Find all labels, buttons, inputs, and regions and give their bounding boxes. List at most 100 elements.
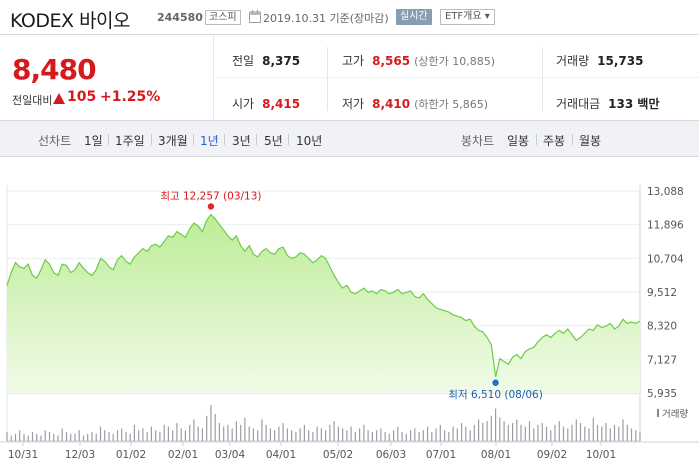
volume-bar <box>87 433 89 441</box>
volume-bar <box>528 421 531 441</box>
divider <box>256 134 257 145</box>
volume-bar <box>40 435 42 441</box>
volume-bar <box>507 424 509 441</box>
volume-bar <box>159 432 161 441</box>
volume-bar <box>282 423 284 441</box>
x-tick-label: 01/02 <box>116 449 146 461</box>
volume-bar <box>418 432 420 441</box>
volume-bar <box>291 430 293 441</box>
volume-bar <box>316 426 318 441</box>
volume-bar <box>223 426 225 441</box>
volume-bar <box>201 428 203 441</box>
volume-bar <box>218 423 220 441</box>
stat-high: 고가 8,565 (상한가 10,885) <box>342 52 495 69</box>
candle-tab-weekly[interactable]: 주봉 <box>543 134 566 148</box>
price-chart[interactable]: 13,088 11,896 10,704 9,512 8,320 7,127 5,935 1… <box>0 157 699 467</box>
divider <box>193 134 194 145</box>
volume-legend-label: 거래량 <box>662 408 688 420</box>
volume-bar <box>452 426 454 441</box>
volume-bar <box>495 408 497 441</box>
volume-bar <box>388 433 390 441</box>
stat-value: 15,735 <box>597 54 644 68</box>
price-summary: 8,480 전일대비 105 +1.25% <box>0 35 214 120</box>
x-tick-label: 06/03 <box>376 449 406 461</box>
period-tab-10y[interactable]: 10년 <box>296 134 323 148</box>
etf-overview-button[interactable]: ETF개요 ▾ <box>440 9 495 25</box>
x-tick-label: 10/31 <box>8 449 38 461</box>
candle-chart-label: 봉차트 <box>461 134 495 148</box>
divider <box>224 134 225 145</box>
volume-bar <box>248 426 250 441</box>
volume-bar <box>163 424 165 441</box>
x-tick-label: 08/01 <box>481 449 511 461</box>
volume-bar <box>142 428 144 441</box>
volume-bar <box>524 426 526 441</box>
volume-bar <box>342 428 344 441</box>
volume-bar <box>465 426 467 441</box>
low-price-annotation: 최저 6,510 (08/06) <box>448 389 543 401</box>
volume-bar <box>359 428 361 441</box>
volume-legend-icon <box>657 409 659 417</box>
stat-label: 전일 <box>232 54 255 68</box>
volume-bar <box>490 415 492 441</box>
volume-bar <box>295 432 297 441</box>
x-axis-labels: 10/31 12/03 01/02 02/01 03/04 04/01 05/02 06/03… <box>8 442 616 461</box>
volume-bar <box>596 424 599 441</box>
volume-bar <box>456 428 458 441</box>
volume-bar <box>286 428 288 441</box>
volume-bar <box>278 426 280 441</box>
volume-bar <box>265 424 267 441</box>
upper-limit: (상한가 10,885) <box>414 55 495 68</box>
candle-tab-monthly[interactable]: 월봉 <box>579 134 602 148</box>
period-tab-1y[interactable]: 1년 <box>200 134 219 148</box>
volume-bar <box>125 432 127 441</box>
volume-bar <box>108 432 110 441</box>
volume-bar <box>227 424 229 441</box>
volume-bar <box>53 433 55 441</box>
period-tab-5y[interactable]: 5년 <box>264 134 283 148</box>
volume-bar <box>155 430 157 441</box>
volume-bar <box>252 428 254 441</box>
volume-bar <box>261 419 263 441</box>
volume-bar <box>461 423 463 441</box>
volume-bar <box>206 415 208 441</box>
volume-bar <box>384 432 386 441</box>
period-tab-1d[interactable]: 1일 <box>84 134 103 148</box>
volume-bar <box>541 423 543 441</box>
volume-bar <box>133 424 135 441</box>
volume-bar <box>567 428 569 441</box>
volume-bar <box>609 428 611 441</box>
volume-bar <box>354 432 356 441</box>
period-tab-3m[interactable]: 3개월 <box>158 134 188 148</box>
price-line <box>6 213 641 377</box>
market-badge: 코스피 <box>205 10 241 25</box>
period-tab-1w[interactable]: 1주일 <box>115 134 145 148</box>
volume-bar <box>520 424 522 441</box>
volume-bar <box>613 424 616 441</box>
volume-bar <box>308 430 310 441</box>
volume-bar <box>588 428 590 441</box>
volume-bar <box>626 424 628 441</box>
volume-bar <box>129 433 131 441</box>
volume-bar <box>189 424 191 441</box>
volume-bar <box>91 432 93 441</box>
volume-bar <box>427 426 429 441</box>
volume-bar <box>397 426 399 441</box>
stat-value: 133 백만 <box>608 97 660 111</box>
volume-bar <box>635 430 637 441</box>
current-price: 8,480 <box>12 53 97 86</box>
volume-bar <box>630 428 633 441</box>
stock-name: KODEX 바이오 <box>10 10 131 32</box>
y-tick-label: 5,935 <box>647 388 677 400</box>
volume-bar <box>444 430 446 441</box>
realtime-button[interactable]: 실시간 <box>396 9 432 25</box>
period-tab-3y[interactable]: 3년 <box>232 134 251 148</box>
stat-value: 8,415 <box>262 97 301 111</box>
volume-bar <box>320 428 322 441</box>
volume-bar <box>333 421 335 441</box>
x-tick-label: 03/04 <box>215 449 246 461</box>
price-stats: 전일 8,375 시가 8,415 고가 8,565 (상한가 10,885) 저가 8,… <box>214 35 699 120</box>
volume-bar <box>214 414 216 441</box>
y-tick-label: 9,512 <box>647 287 677 299</box>
candle-tab-daily[interactable]: 일봉 <box>507 134 530 148</box>
